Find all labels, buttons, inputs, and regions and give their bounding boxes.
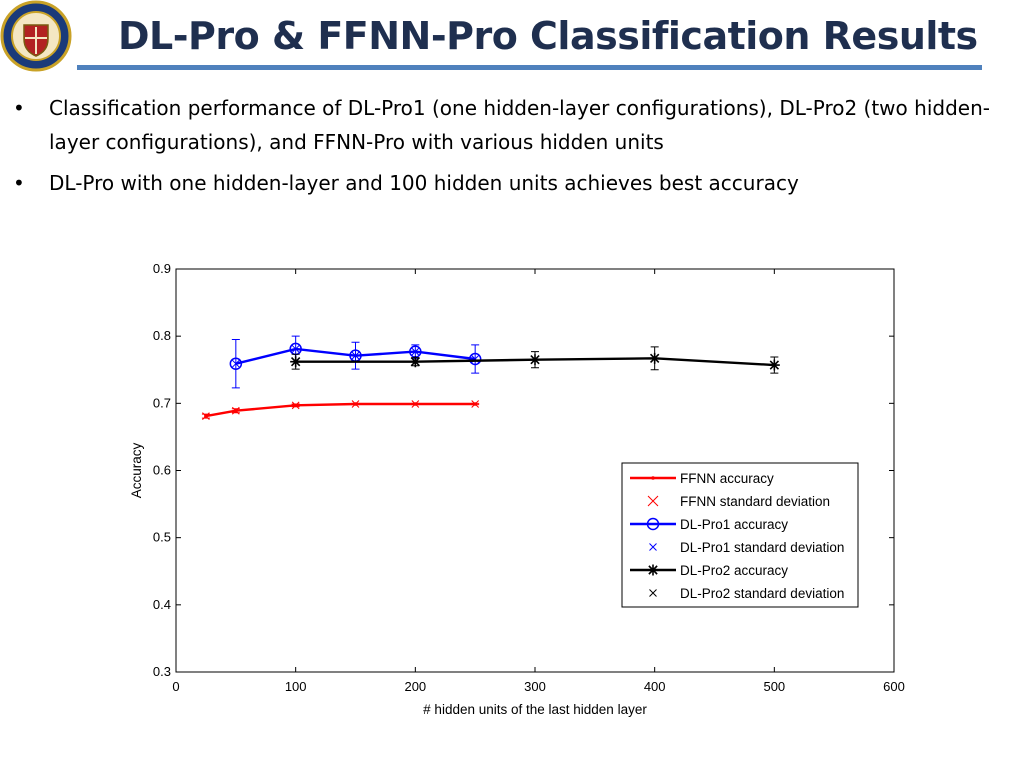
y-tick-label: 0.9	[153, 261, 171, 276]
bullet-glyph: •	[13, 171, 25, 195]
y-tick-label: 0.8	[153, 328, 171, 343]
dl-pro2-accuracy-point	[529, 354, 541, 366]
dl-pro2-accuracy-point-shape	[768, 359, 780, 371]
legend-marker-shape	[651, 476, 655, 480]
ffnn-accuracy-point	[413, 402, 418, 406]
dl-pro2-accuracy-point-shape	[649, 352, 661, 364]
x-tick-label: 300	[524, 679, 546, 694]
ffnn-accuracy-point	[353, 402, 358, 406]
y-axis-label: Accuracy	[129, 442, 144, 498]
x-tick-label: 0	[172, 679, 179, 694]
dl-pro2-accuracy-series	[290, 346, 780, 374]
dl-pro1-accuracy-point	[468, 352, 482, 366]
dl-pro1-accuracy-point-shape	[468, 352, 482, 366]
legend-std-marker	[649, 589, 657, 597]
legend-label: DL-Pro2 accuracy	[680, 563, 788, 578]
dl-pro2-accuracy-point-shape	[290, 356, 302, 368]
dl-pro1-accuracy-std-marker	[291, 345, 300, 353]
ffnn-accuracy-point	[293, 403, 298, 408]
legend-marker	[646, 517, 660, 531]
bullet-text: Classification performance of DL-Pro1 (o…	[49, 96, 990, 154]
accuracy-line-chart: 0 100 200 300 400 500 600 0.3 0.4 0.5 0.6 0.7 0.8 0.9…	[129, 261, 905, 717]
slide-title: DL-Pro & FFNN-Pro Classification Results	[118, 14, 978, 58]
legend-label: FFNN accuracy	[680, 471, 774, 486]
legend-label: DL-Pro2 standard deviation	[680, 586, 844, 601]
dl-pro2-accuracy-point-shape	[529, 354, 541, 366]
legend-box	[621, 462, 859, 608]
y-tick-label: 0.5	[153, 530, 171, 545]
x-tick-label: 400	[644, 679, 666, 694]
x-tick-label: 200	[404, 679, 426, 694]
legend-std-marker	[649, 543, 657, 551]
dl-pro2-accuracy-point	[768, 359, 780, 371]
dl-pro2-accuracy-point-shape	[409, 356, 421, 368]
legend-marker	[651, 476, 655, 480]
y-tick-label: 0.4	[153, 597, 171, 612]
y-tick-label: 0.3	[153, 664, 171, 679]
x-tick-label: 500	[763, 679, 785, 694]
dl-pro2-accuracy-point	[649, 352, 661, 364]
legend-label: DL-Pro1 accuracy	[680, 517, 788, 532]
bullet-item: • DL-Pro with one hidden-layer and 100 h…	[0, 166, 1000, 200]
x-tick-label: 100	[285, 679, 307, 694]
ffnn-accuracy-point-shape	[204, 414, 208, 418]
title-underline	[77, 65, 982, 70]
dl-pro2-accuracy-point	[290, 356, 302, 368]
ffnn-accuracy-point-shape	[293, 403, 298, 408]
bullet-list: • Classification performance of DL-Pro1 …	[0, 91, 1000, 207]
ffnn-accuracy-point	[473, 402, 477, 406]
x-axis-label: # hidden units of the last hidden layer	[423, 702, 647, 717]
ffnn-accuracy-line	[205, 402, 476, 418]
dl-pro1-accuracy-std-marker	[231, 359, 240, 368]
bullet-item: • Classification performance of DL-Pro1 …	[0, 91, 1000, 159]
legend-marker	[647, 564, 659, 576]
dl-pro2-accuracy-point	[409, 356, 421, 368]
legend-label: DL-Pro1 standard deviation	[680, 540, 844, 555]
bullet-glyph: •	[13, 96, 25, 120]
y-tick-label: 0.7	[153, 395, 171, 410]
legend-label: FFNN standard deviation	[680, 494, 830, 509]
legend-marker-shape	[647, 564, 659, 576]
ffnn-accuracy-point-shape	[234, 408, 238, 413]
legend-std-marker	[647, 495, 659, 507]
y-tick-label: 0.6	[153, 463, 171, 478]
university-seal-logo	[0, 0, 72, 72]
legend-marker-shape	[646, 517, 660, 531]
ffnn-accuracy-series	[201, 400, 480, 420]
chart-legend: FFNN accuracy FFNN standard deviation DL-P…	[621, 462, 859, 608]
dl-pro1-accuracy-std-marker	[411, 347, 420, 356]
dl-pro1-accuracy-std-marker	[351, 351, 360, 360]
dl-pro1-accuracy-point-shape	[229, 357, 243, 370]
ffnn-accuracy-point-shape	[413, 402, 418, 406]
ffnn-accuracy-point	[234, 408, 238, 413]
ffnn-accuracy-point	[204, 414, 208, 418]
x-tick-label: 600	[883, 679, 905, 694]
bullet-text: DL-Pro with one hidden-layer and 100 hid…	[49, 171, 799, 195]
ffnn-accuracy-point-shape	[353, 402, 358, 406]
dl-pro1-accuracy-point	[229, 357, 243, 370]
ffnn-accuracy-point-shape	[473, 402, 477, 406]
